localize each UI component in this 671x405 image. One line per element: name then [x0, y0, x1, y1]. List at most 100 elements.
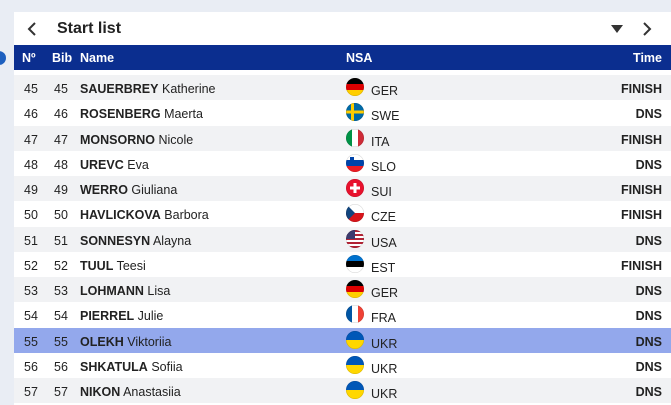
flag [346, 381, 364, 399]
table-row: 47 47 MONSORNO Nicole ITA FINISH [14, 125, 671, 151]
bib: 51 [54, 233, 68, 248]
first-name: Lisa [147, 284, 171, 298]
time-status: FINISH [621, 132, 662, 147]
nsa: EST [371, 260, 396, 275]
start-number: 46 [24, 107, 38, 122]
table-header: Nº Bib Name NSA Time [14, 45, 671, 70]
title-bar: Start list [14, 12, 671, 46]
nsa: FRA [371, 311, 396, 326]
start-number: 54 [24, 309, 38, 324]
first-name: Giuliana [131, 183, 178, 197]
bib: 54 [54, 309, 68, 324]
nsa: UKR [371, 387, 398, 401]
table-row: 55 55 OLEKH Viktoriia UKR DNS [14, 327, 671, 353]
table-row: 56 56 SHKATULA Sofiia UKR DNS [14, 352, 671, 378]
surname: SONNESYN [80, 233, 151, 248]
bib: 52 [54, 258, 68, 273]
bib: 53 [54, 284, 68, 298]
time-status: DNS [635, 107, 662, 122]
nsa: SUI [371, 185, 392, 199]
forward-button[interactable] [639, 21, 655, 37]
nsa: GER [371, 84, 399, 98]
time-status: DNS [635, 284, 662, 298]
flag [346, 128, 364, 147]
table-body: 45 45 SAUERBREY Katherine GER FINISH 46 46 ROSE… [14, 75, 671, 405]
back-button[interactable] [24, 21, 40, 37]
flag [346, 280, 364, 298]
athlete-name: UREVC Eva [80, 158, 149, 172]
athlete-name: SONNESYN Alayna [80, 234, 191, 248]
flag [346, 78, 364, 96]
athlete-name: LOHMANN Lisa [80, 284, 170, 298]
surname: ROSENBERG [80, 107, 161, 122]
nsa: ITA [371, 134, 390, 149]
surname: SHKATULA [80, 359, 148, 374]
start-list-panel: Start list Nº Bib Name NSA Time 45 45 SAUE… [14, 12, 671, 405]
surname: NIKON [80, 385, 121, 399]
athlete-name: HAVLICKOVA Barbora [80, 208, 209, 222]
time-status: DNS [635, 157, 662, 172]
start-number: 51 [24, 233, 38, 248]
start-number: 55 [24, 334, 38, 349]
first-name: Eva [127, 157, 149, 172]
flag [346, 305, 364, 324]
table-row: 53 53 LOHMANN Lisa GER DNS [14, 277, 671, 302]
first-name: Teesi [116, 258, 146, 273]
bib: 56 [54, 359, 68, 374]
time-status: DNS [635, 334, 662, 349]
nsa: SWE [371, 109, 400, 124]
surname: OLEKH [80, 334, 124, 349]
nsa: CZE [371, 210, 396, 225]
first-name: Julie [137, 309, 164, 324]
table-row: 52 52 TUUL Teesi EST FINISH [14, 251, 671, 277]
flag [346, 355, 364, 374]
nsa: UKR [371, 361, 398, 376]
nsa: GER [371, 286, 399, 300]
first-name: Sofiia [151, 359, 183, 374]
bib: 49 [54, 183, 68, 197]
start-number: 57 [24, 385, 38, 399]
start-number: 52 [24, 258, 38, 273]
athlete-name: ROSENBERG Maerta [80, 107, 203, 121]
athlete-name: WERRO Giuliana [80, 183, 177, 197]
surname: PIERREL [80, 309, 135, 324]
time-status: FINISH [621, 82, 662, 96]
first-name: Barbora [164, 208, 209, 223]
athlete-name: MONSORNO Nicole [80, 133, 193, 147]
surname: MONSORNO [80, 132, 155, 147]
surname: SAUERBREY [80, 82, 159, 96]
bib: 47 [54, 132, 68, 147]
bib: 46 [54, 107, 68, 122]
start-number: 45 [24, 82, 38, 96]
first-name: Katherine [161, 82, 216, 96]
flag [346, 254, 364, 273]
title: Start list [57, 20, 122, 37]
table-row: 46 46 ROSENBERG Maerta SWE DNS [14, 100, 671, 126]
time-status: FINISH [621, 208, 662, 223]
athlete-name: SAUERBREY Katherine [80, 82, 216, 96]
time-status: FINISH [621, 183, 662, 197]
nsa: UKR [371, 336, 398, 351]
col-header: Time [633, 51, 662, 65]
start-number: 56 [24, 359, 38, 374]
dropdown-button[interactable] [610, 24, 624, 34]
first-name: Maerta [164, 107, 203, 122]
start-number: 50 [24, 208, 38, 223]
col-header: NSA [346, 51, 373, 65]
start-number: 48 [24, 157, 38, 172]
athlete-name: PIERREL Julie [80, 309, 163, 323]
flag [346, 153, 364, 172]
side-dot [0, 51, 6, 65]
col-header: Nº [22, 51, 36, 65]
first-name: Viktoriia [127, 334, 172, 349]
time-status: DNS [635, 309, 662, 324]
nsa: USA [371, 235, 397, 250]
table-row: 50 50 HAVLICKOVA Barbora CZE FINISH [14, 201, 671, 227]
bib: 57 [54, 385, 68, 399]
bib: 45 [54, 82, 68, 96]
flag [346, 229, 364, 248]
first-name: Nicole [158, 132, 194, 147]
surname: WERRO [80, 183, 128, 197]
flag [346, 204, 364, 223]
bib: 48 [54, 157, 68, 172]
